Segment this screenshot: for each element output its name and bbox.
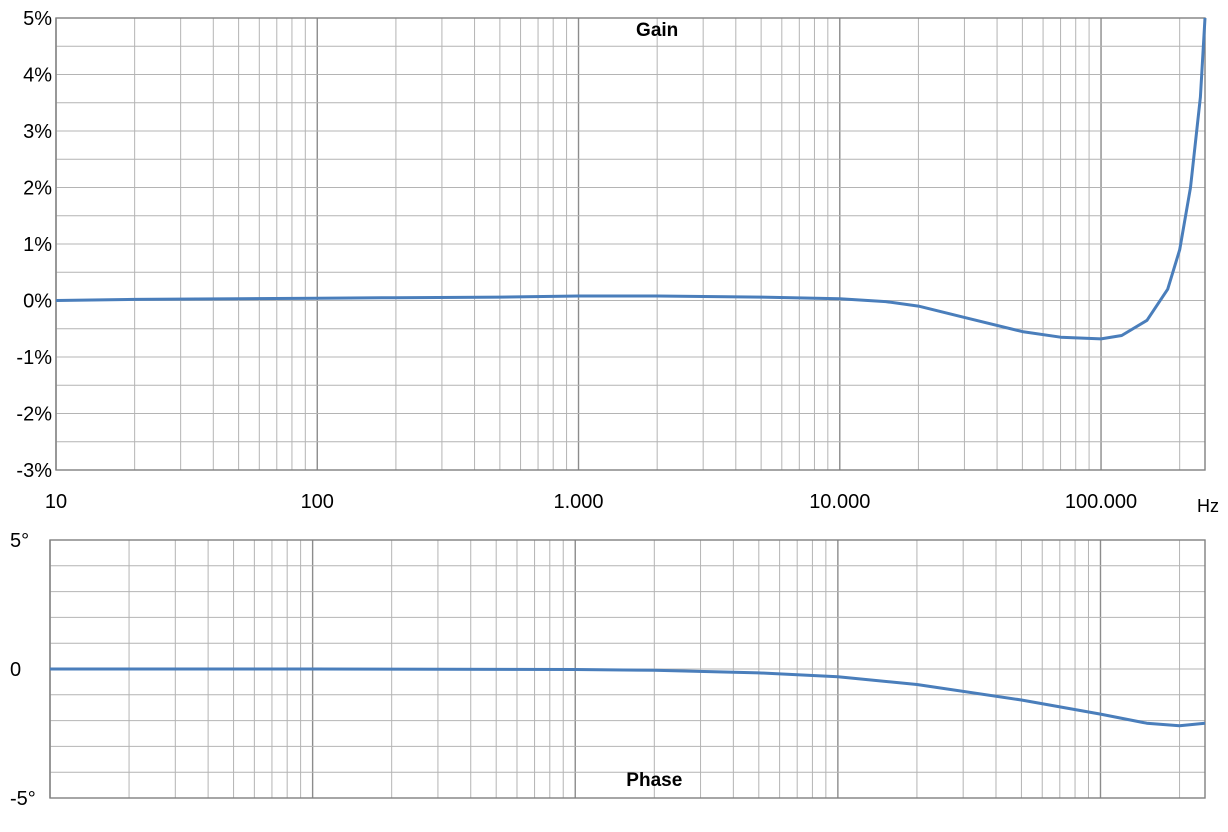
gain-x-tick-label: 10.000 xyxy=(809,491,870,513)
phase-y-tick-label: 5° xyxy=(10,530,29,552)
phase-y-tick-label: -5° xyxy=(10,788,36,810)
phase-y-axis: -5° 0 5° xyxy=(10,530,36,810)
phase-series-line xyxy=(50,667,1206,728)
gain-x-axis: 10 100 1.000 10.000 100.000 xyxy=(45,491,1137,513)
gain-x-tick-label: 1.000 xyxy=(553,491,603,513)
gain-x-tick-label: 100 xyxy=(301,491,334,513)
phase-y-tick-label: 0 xyxy=(10,659,21,681)
gain-plot-area xyxy=(55,17,1206,471)
gain-y-tick-label: 5% xyxy=(23,8,52,30)
phase-title: Phase xyxy=(626,770,682,791)
gain-grid xyxy=(55,17,1205,471)
gain-y-tick-label: -1% xyxy=(16,347,52,369)
gain-y-tick-label: -3% xyxy=(16,460,52,482)
gain-series-line xyxy=(55,17,1207,341)
x-unit-label: Hz xyxy=(1197,496,1219,516)
gain-title: Gain xyxy=(636,20,678,41)
gain-y-tick-label: 3% xyxy=(23,121,52,143)
gain-chart: -3%-2%-1%0%1%2%3%4%5% 10 100 1.000 10.000 10… xyxy=(16,8,1207,513)
gain-y-tick-label: 2% xyxy=(23,178,52,200)
gain-x-tick-label: 100.000 xyxy=(1065,491,1137,513)
gain-y-tick-label: 4% xyxy=(23,65,52,87)
gain-y-axis: -3% -2% -1% 0% 1% 2% 3% 4% 5% xyxy=(16,8,52,482)
gain-x-tick-label: 10 xyxy=(45,491,67,513)
phase-chart: -5° 0 5° Phase xyxy=(10,530,1206,810)
gain-y-tick-label: 0% xyxy=(23,291,52,313)
gain-y-tick-label: -2% xyxy=(16,404,52,426)
gain-y-tick-label: 1% xyxy=(23,234,52,256)
